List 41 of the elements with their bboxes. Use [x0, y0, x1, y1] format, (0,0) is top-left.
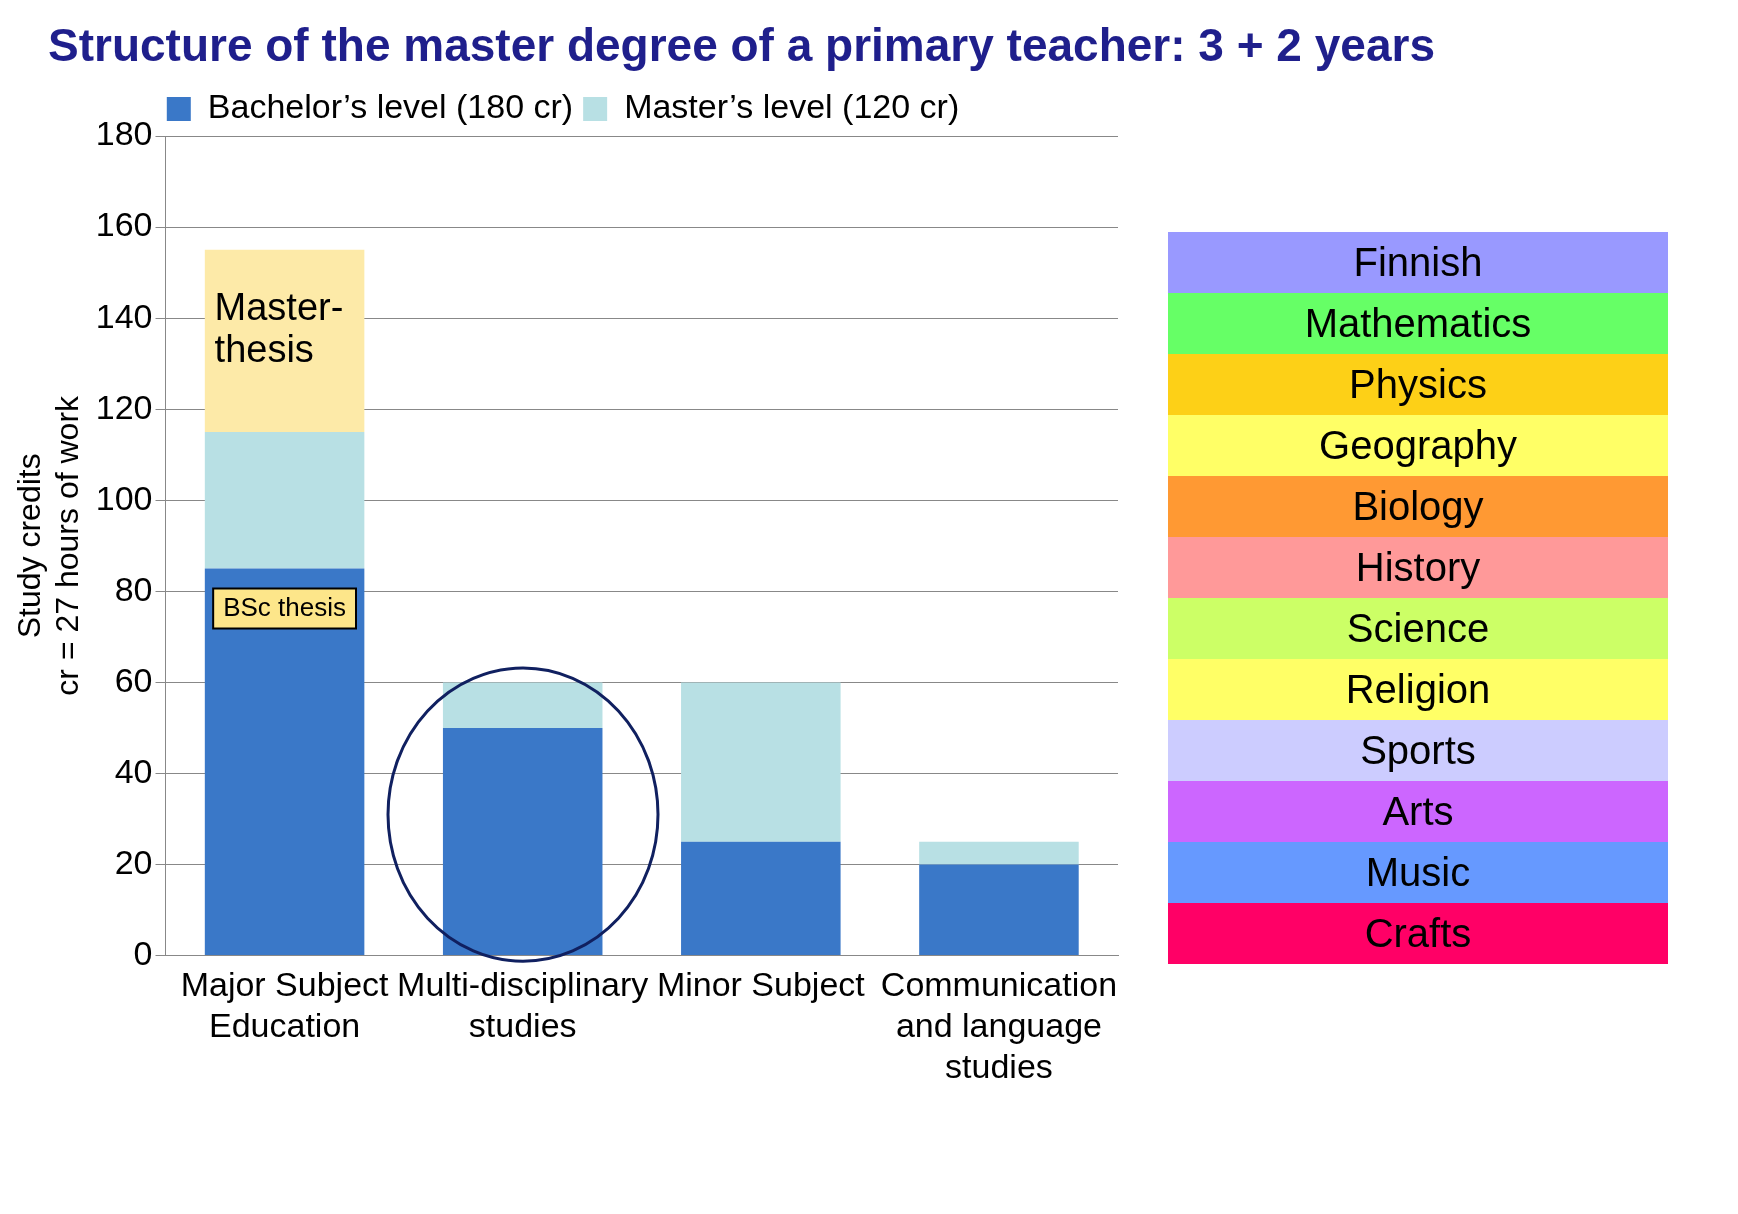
bar — [442, 727, 603, 956]
chart-title: Structure of the master degree of a primary teacher: 3 + 2 years — [47, 18, 1436, 73]
y-tick-label: 80 — [114, 569, 153, 608]
y-tick-label: 40 — [114, 751, 153, 790]
bar — [681, 841, 841, 956]
annotation: BSc thesis — [223, 591, 346, 622]
bar — [204, 568, 365, 956]
text: History — [1168, 537, 1668, 598]
y-tick-label: 120 — [95, 387, 153, 426]
y-tick-label: 160 — [95, 205, 153, 244]
y-tick-label: 0 — [133, 933, 153, 972]
text: Religion — [1168, 659, 1668, 720]
bar — [919, 841, 1079, 865]
x-tick-label: Multi-disciplinary studies — [397, 965, 649, 1045]
text: Biology — [1168, 476, 1668, 537]
text: Sports — [1168, 720, 1668, 781]
y-tick-label: 60 — [114, 660, 153, 699]
text: Crafts — [1168, 903, 1668, 964]
bar — [442, 682, 603, 728]
y-tick-label: 100 — [95, 478, 153, 517]
y-tick-label: 20 — [114, 842, 153, 881]
text: Music — [1168, 842, 1668, 903]
bar — [204, 431, 365, 569]
text: Mathematics — [1168, 293, 1668, 354]
text: Geography — [1168, 415, 1668, 476]
y-tick-label: 180 — [95, 114, 153, 153]
text: Science — [1168, 598, 1668, 659]
x-tick-label: Communication and language studies — [880, 965, 1118, 1085]
text: Physics — [1168, 354, 1668, 415]
y-tick-label: 140 — [95, 296, 153, 335]
x-tick-label: Major Subject Education — [180, 965, 390, 1045]
annotation: Master-thesis — [214, 286, 344, 371]
text: Finnish — [1168, 232, 1668, 293]
text: Arts — [1168, 781, 1668, 842]
legend-label: Master’s level (120 cr) — [624, 87, 960, 126]
bar — [919, 864, 1079, 956]
x-tick-label: Minor Subject — [656, 965, 866, 1004]
bar — [204, 249, 365, 432]
legend-label: Bachelor’s level (180 cr) — [207, 87, 574, 126]
y-axis-title: Study credits cr = 27 hours of work — [11, 394, 86, 696]
bar — [681, 682, 841, 842]
